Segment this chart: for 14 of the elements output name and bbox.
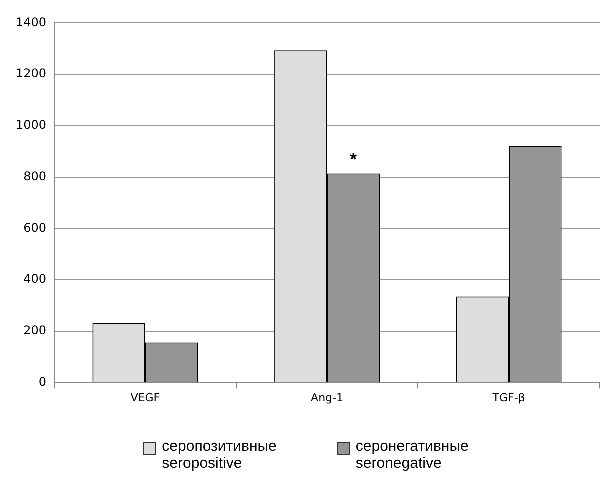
legend-label: серопозитивные seropositive <box>162 438 277 472</box>
y-tick-label: 400 <box>24 272 47 286</box>
x-tick-label: Ang-1 <box>311 391 344 404</box>
y-tick-label: 200 <box>24 324 47 338</box>
y-tick-label: 600 <box>24 220 47 235</box>
y-tick-label: 1200 <box>16 66 47 81</box>
annotation: * <box>350 150 358 170</box>
legend-label: серонегативные seronegative <box>356 438 469 472</box>
y-tick-label: 1000 <box>16 118 47 132</box>
x-tick-label: TGF-β <box>492 391 526 404</box>
y-tick-label: 1400 <box>16 15 47 30</box>
x-tick-label: VEGF <box>130 391 160 404</box>
y-tick-label: 0 <box>38 374 47 389</box>
y-tick-label: 800 <box>24 169 47 184</box>
